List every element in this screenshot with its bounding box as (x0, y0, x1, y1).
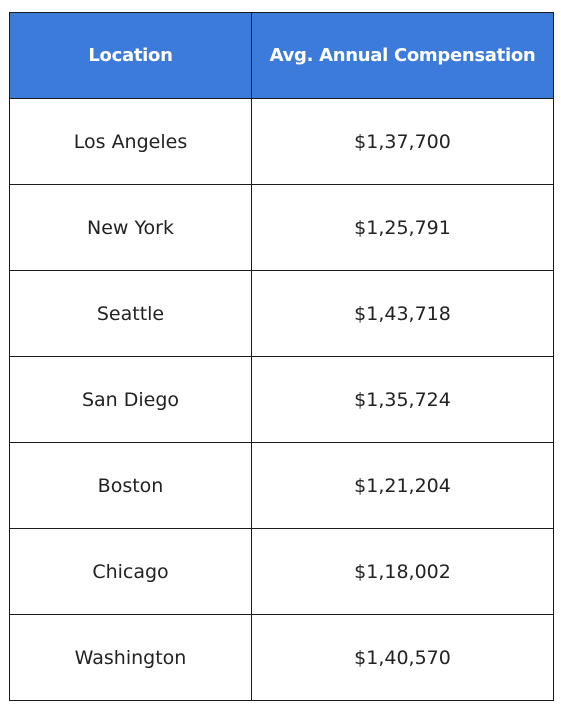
table-row: San Diego $1,35,724 (9, 356, 554, 443)
compensation-table: Location Avg. Annual Compensation Los An… (9, 12, 554, 701)
table-row: New York $1,25,791 (9, 184, 554, 271)
cell-compensation: $1,43,718 (251, 270, 554, 357)
cell-location: Chicago (9, 528, 252, 615)
table-row: Los Angeles $1,37,700 (9, 98, 554, 185)
cell-compensation: $1,37,700 (251, 98, 554, 185)
cell-location: Los Angeles (9, 98, 252, 185)
table-body: Los Angeles $1,37,700 New York $1,25,791… (9, 98, 554, 701)
cell-compensation: $1,25,791 (251, 184, 554, 271)
cell-location: San Diego (9, 356, 252, 443)
table-row: Seattle $1,43,718 (9, 270, 554, 357)
compensation-table-container: Location Avg. Annual Compensation Los An… (9, 12, 554, 701)
table-row: Washington $1,40,570 (9, 614, 554, 701)
table-row: Chicago $1,18,002 (9, 528, 554, 615)
table-header: Location Avg. Annual Compensation (9, 12, 554, 99)
cell-location: New York (9, 184, 252, 271)
header-compensation: Avg. Annual Compensation (251, 12, 554, 99)
header-location: Location (9, 12, 252, 99)
cell-compensation: $1,40,570 (251, 614, 554, 701)
cell-compensation: $1,21,204 (251, 442, 554, 529)
cell-location: Seattle (9, 270, 252, 357)
cell-location: Washington (9, 614, 252, 701)
cell-compensation: $1,18,002 (251, 528, 554, 615)
cell-compensation: $1,35,724 (251, 356, 554, 443)
header-row: Location Avg. Annual Compensation (9, 12, 554, 99)
table-row: Boston $1,21,204 (9, 442, 554, 529)
cell-location: Boston (9, 442, 252, 529)
